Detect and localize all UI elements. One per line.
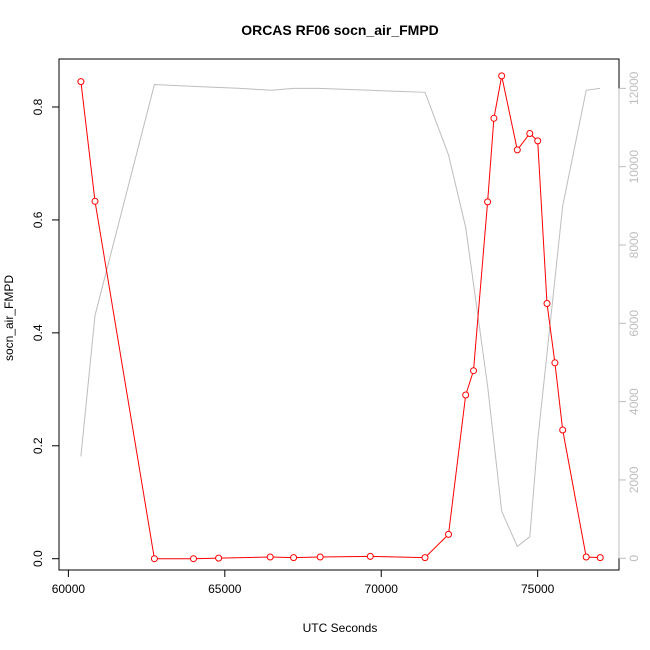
x-tick-label: 75000 — [521, 582, 555, 596]
x-tick-label: 60000 — [52, 582, 86, 596]
secondary-series-line — [80, 83, 601, 548]
y-tick-label: 0.8 — [31, 98, 45, 115]
y-tick-label: 0.0 — [31, 550, 45, 567]
y2-tick-label: 2000 — [627, 466, 641, 493]
y2-tick-label: 8000 — [627, 231, 641, 258]
x-axis: 60000 65000 70000 75000 — [52, 569, 555, 596]
y2-tick-label: 10000 — [627, 150, 641, 184]
primary-series — [77, 72, 604, 563]
data-point — [596, 554, 604, 562]
data-point — [551, 359, 559, 367]
data-point — [91, 197, 99, 205]
data-point — [543, 300, 551, 307]
data-point — [190, 555, 197, 563]
chart-title: ORCAS RF06 socn_air_FMPD — [241, 22, 439, 38]
x-tick-label: 70000 — [365, 582, 399, 596]
data-point — [484, 198, 492, 206]
data-point — [470, 367, 477, 375]
y-tick-label: 0.2 — [31, 437, 45, 454]
data-point — [582, 553, 590, 561]
y2-tick-label: 4000 — [627, 388, 641, 415]
secondary-series — [80, 83, 601, 548]
data-point — [445, 530, 452, 538]
data-point — [559, 426, 567, 434]
y2-axis: 0 2000 4000 6000 8000 10000 12000 — [618, 71, 641, 562]
data-point — [421, 554, 429, 562]
y-axis: 0.0 0.2 0.4 0.6 0.8 — [31, 98, 60, 567]
data-point — [77, 78, 85, 86]
y2-tick-label: 0 — [627, 555, 641, 562]
data-point — [290, 554, 298, 562]
x-axis-label: UTC Seconds — [303, 621, 378, 635]
data-point — [266, 553, 274, 561]
data-point — [526, 130, 534, 137]
primary-series-line — [80, 75, 601, 560]
data-point — [498, 72, 506, 80]
y-tick-label: 0.6 — [31, 211, 45, 228]
plot-frame — [58, 58, 620, 571]
x-tick-label: 65000 — [208, 582, 242, 596]
data-point — [490, 114, 498, 122]
y-axis-label: socn_air_FMPD — [2, 275, 16, 361]
y2-tick-label: 12000 — [627, 71, 641, 105]
data-point — [366, 552, 374, 560]
y2-tick-label: 6000 — [627, 310, 641, 337]
data-point — [534, 137, 542, 145]
data-point — [513, 146, 521, 154]
y-tick-label: 0.4 — [31, 324, 45, 341]
data-point — [215, 554, 223, 562]
data-point — [150, 555, 158, 563]
data-point — [316, 553, 324, 561]
data-point — [462, 391, 470, 399]
